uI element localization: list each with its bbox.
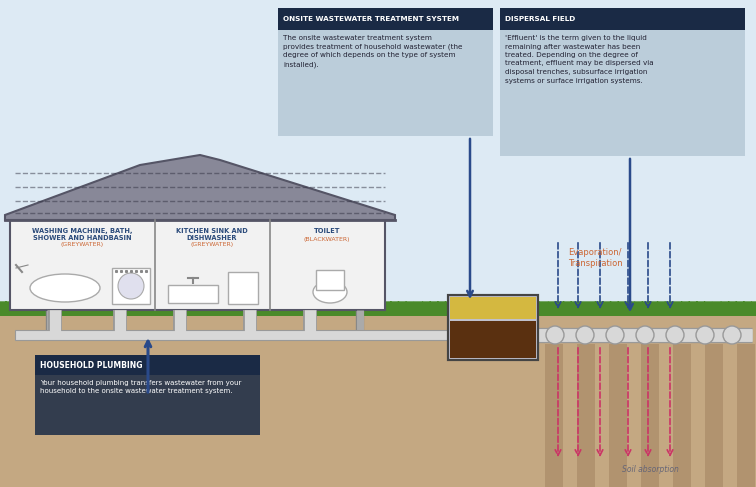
Bar bbox=[112, 268, 150, 304]
Text: ONSITE WASTEWATER TREATMENT SYSTEM: ONSITE WASTEWATER TREATMENT SYSTEM bbox=[283, 16, 459, 22]
Text: Soil absorption: Soil absorption bbox=[621, 465, 678, 474]
Bar bbox=[35, 375, 260, 435]
Bar bbox=[0, 310, 756, 487]
Polygon shape bbox=[5, 155, 395, 220]
Bar bbox=[450, 297, 536, 319]
Bar bbox=[641, 344, 659, 487]
Bar bbox=[673, 344, 691, 487]
Ellipse shape bbox=[30, 274, 100, 302]
Bar bbox=[0, 302, 756, 316]
Text: HOUSEHOLD PLUMBING: HOUSEHOLD PLUMBING bbox=[40, 360, 142, 370]
Text: (BLACKWATER): (BLACKWATER) bbox=[304, 237, 350, 242]
Bar bbox=[228, 272, 258, 304]
Circle shape bbox=[696, 326, 714, 344]
Bar bbox=[545, 344, 563, 487]
Bar bbox=[278, 30, 493, 136]
Bar bbox=[168, 285, 218, 303]
Circle shape bbox=[118, 273, 144, 299]
Bar bbox=[316, 270, 344, 290]
Text: (GREYWATER): (GREYWATER) bbox=[191, 242, 234, 247]
Bar bbox=[35, 355, 260, 375]
Text: TOILET: TOILET bbox=[314, 228, 340, 234]
Bar bbox=[500, 8, 745, 30]
Bar bbox=[15, 330, 465, 340]
Bar bbox=[577, 344, 595, 487]
Circle shape bbox=[636, 326, 654, 344]
Text: DISPERSAL FIELD: DISPERSAL FIELD bbox=[505, 16, 575, 22]
Text: WASHING MACHINE, BATH,
SHOWER AND HANDBASIN: WASHING MACHINE, BATH, SHOWER AND HANDBA… bbox=[32, 228, 132, 242]
Text: Your household plumbing transfers wastewater from your
household to the onsite w: Your household plumbing transfers wastew… bbox=[40, 380, 241, 394]
Bar bbox=[450, 321, 536, 358]
Circle shape bbox=[723, 326, 741, 344]
Text: (GREYWATER): (GREYWATER) bbox=[60, 242, 104, 247]
Text: The onsite wastewater treatment system
provides treatment of household wastewate: The onsite wastewater treatment system p… bbox=[283, 35, 463, 68]
Text: Evaporation/
Transpiration: Evaporation/ Transpiration bbox=[568, 248, 622, 268]
Bar bbox=[10, 220, 385, 310]
Text: 'Effluent' is the term given to the liquid
remaining after wastewater has been
t: 'Effluent' is the term given to the liqu… bbox=[505, 35, 654, 83]
Bar bbox=[278, 8, 493, 30]
Bar bbox=[705, 344, 723, 487]
Bar bbox=[609, 344, 627, 487]
Bar bbox=[737, 344, 755, 487]
Circle shape bbox=[666, 326, 684, 344]
Ellipse shape bbox=[313, 281, 347, 303]
Bar bbox=[448, 295, 538, 360]
Bar bbox=[500, 30, 745, 156]
Text: KITCHEN SINK AND
DISHWASHER: KITCHEN SINK AND DISHWASHER bbox=[176, 228, 248, 242]
Circle shape bbox=[576, 326, 594, 344]
Bar bbox=[448, 295, 538, 360]
Circle shape bbox=[546, 326, 564, 344]
Circle shape bbox=[606, 326, 624, 344]
